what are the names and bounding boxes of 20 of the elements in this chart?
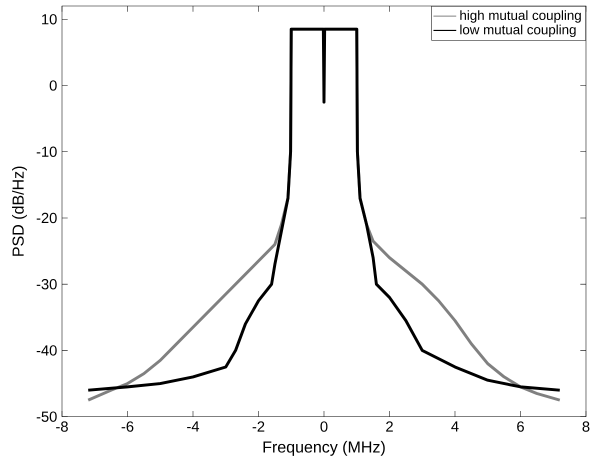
x-tick-label: 8 <box>582 421 590 432</box>
y-tick-label: 10 <box>42 14 57 24</box>
y-tick-label: 0 <box>50 80 57 91</box>
x-axis-title: Frequency (MHz) <box>264 440 385 456</box>
x-tick-label: 2 <box>386 421 393 432</box>
x-tick-label: 6 <box>517 421 524 432</box>
x-tick-label: -2 <box>252 421 264 432</box>
legend-label: high mutual coupling <box>460 10 581 23</box>
legend-label: low mutual coupling <box>460 24 576 37</box>
x-tick-label: 4 <box>451 421 459 432</box>
x-tick-label: 0 <box>320 421 328 432</box>
x-tick-label: -4 <box>187 421 200 432</box>
y-tick-label: -40 <box>36 345 57 356</box>
y-tick-label: -20 <box>36 212 57 223</box>
y-tick-label: -50 <box>36 411 57 422</box>
y-tick-label: -30 <box>36 278 57 290</box>
x-tick-label: -8 <box>56 421 68 432</box>
y-tick-label: -10 <box>36 146 57 157</box>
y-axis-title: PSD (dB/Hz) <box>12 166 27 256</box>
x-tick-label: -6 <box>122 421 134 432</box>
